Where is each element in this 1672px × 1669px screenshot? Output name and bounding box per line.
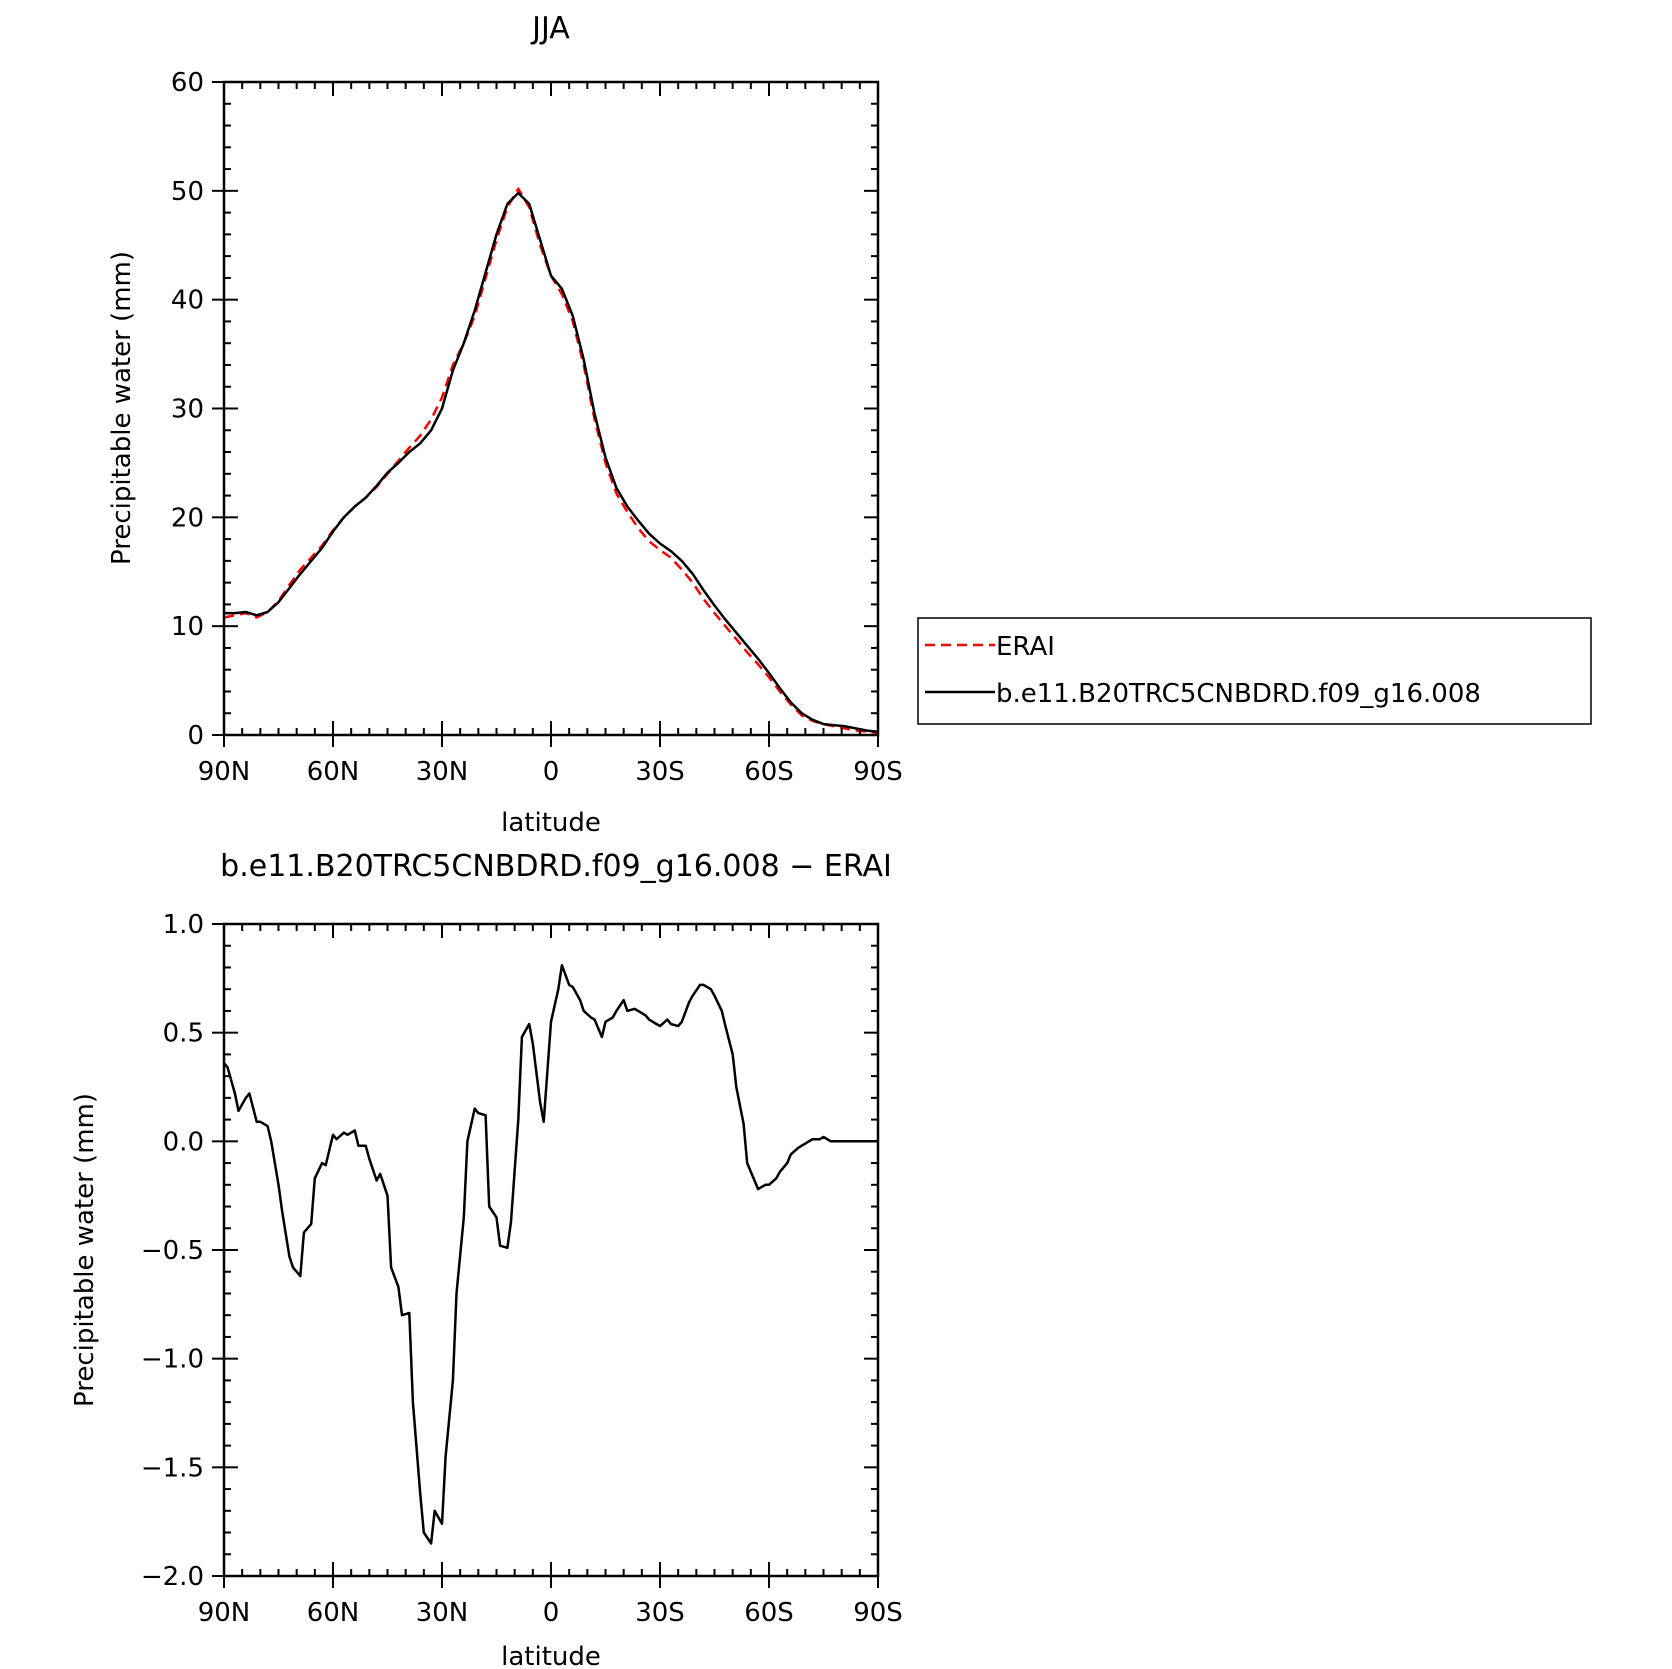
bottom-x-tick-label: 0	[543, 1598, 560, 1628]
bottom-y-axis-label: Precipitable water (mm)	[70, 1093, 100, 1407]
legend-label-erai: ERAI	[996, 632, 1055, 662]
bottom-x-tick-label: 90N	[198, 1598, 251, 1628]
top-series-line-1	[224, 191, 879, 733]
bottom-y-tick-label: 0.5	[163, 1019, 204, 1049]
bottom-panel-title: b.e11.B20TRC5CNBDRD.f09_g16.008 − ERAI	[220, 849, 892, 884]
legend-box	[917, 617, 1592, 725]
top-y-tick-label: 10	[171, 612, 204, 642]
top-y-tick-label: 60	[171, 68, 204, 98]
bottom-x-axis-label: latitude	[501, 1642, 601, 1669]
bottom-y-tick-label: −0.5	[141, 1236, 204, 1266]
bottom-y-tick-label: −1.0	[141, 1345, 204, 1375]
bottom-x-tick-label: 90S	[853, 1598, 903, 1628]
bottom-series-line-0	[223, 964, 878, 1545]
top-y-tick-label: 0	[187, 721, 204, 751]
top-plot-frame	[222, 80, 880, 737]
bottom-x-tick-label: 60S	[744, 1598, 794, 1628]
bottom-x-tick-label: 30S	[635, 1598, 685, 1628]
bottom-y-tick-label: −1.5	[141, 1453, 204, 1483]
top-x-tick-label: 60S	[744, 757, 794, 787]
bottom-y-tick-label: −2.0	[141, 1562, 204, 1592]
bottom-x-tick-label: 60N	[307, 1598, 360, 1628]
top-x-tick-label: 30S	[635, 757, 685, 787]
top-series-layer	[223, 187, 879, 735]
bottom-plot-frame	[222, 922, 880, 1578]
bottom-y-tick-label: 1.0	[163, 910, 204, 940]
top-y-tick-label: 40	[171, 286, 204, 316]
top-panel: JJA 90N 60N 30N 0 30S 60S 90S 0 10 20 30 40 50 60 lat…	[107, 11, 903, 838]
bottom-series-layer	[223, 964, 878, 1545]
top-y-tick-label: 30	[171, 395, 204, 425]
top-panel-title: JJA	[530, 11, 570, 46]
top-x-tick-label: 60N	[307, 757, 360, 787]
top-x-tick-label: 90N	[198, 757, 251, 787]
top-y-axis-label: Precipitable water (mm)	[107, 251, 137, 565]
bottom-y-tick-label: 0.0	[163, 1127, 204, 1157]
top-y-tick-label: 50	[171, 177, 204, 207]
legend: ERAI b.e11.B20TRC5CNBDRD.f09_g16.008	[917, 617, 1592, 725]
legend-label-model: b.e11.B20TRC5CNBDRD.f09_g16.008	[996, 679, 1481, 709]
bottom-tick-layer: 90N 60N 30N 0 30S 60S 90S 1.0 0.5 0.0 −0.5 −1.0 −1.5…	[141, 910, 903, 1628]
top-y-tick-label: 20	[171, 503, 204, 533]
top-x-tick-label: 0	[543, 757, 560, 787]
top-x-tick-label: 30N	[416, 757, 469, 787]
bottom-x-tick-label: 30N	[416, 1598, 469, 1628]
top-x-tick-label: 90S	[853, 757, 903, 787]
bottom-panel: b.e11.B20TRC5CNBDRD.f09_g16.008 − ERAI 9…	[70, 849, 903, 1669]
top-x-axis-label: latitude	[501, 808, 601, 838]
